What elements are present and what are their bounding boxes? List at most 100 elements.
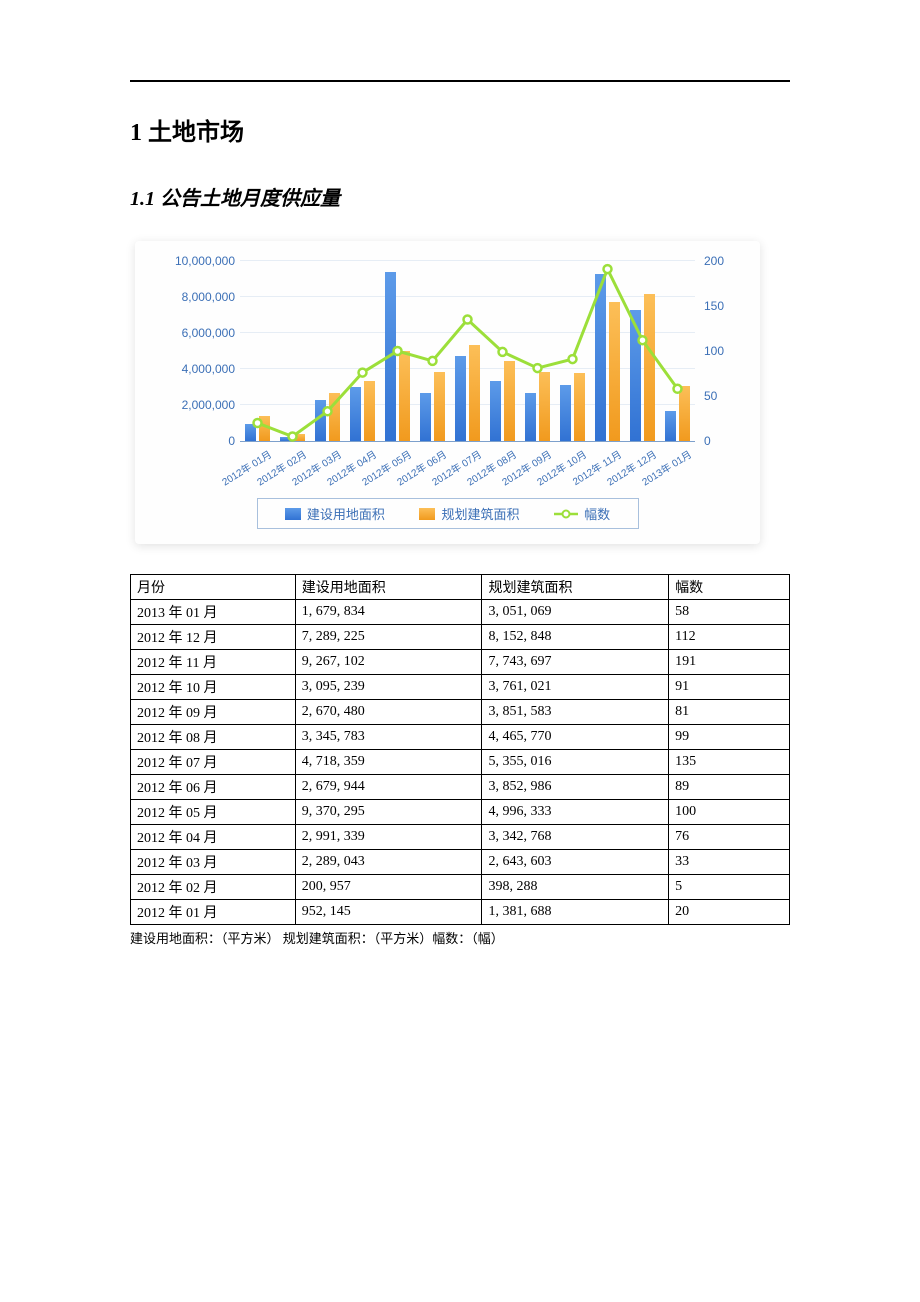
table-cell: 191 xyxy=(669,650,790,675)
x-axis-labels: 2012年 01月2012年 02月2012年 03月2012年 04月2012… xyxy=(240,441,695,486)
table-cell: 2012 年 11 月 xyxy=(131,650,296,675)
chart-panel: 02,000,0004,000,0006,000,0008,000,00010,… xyxy=(135,241,760,544)
line-overlay xyxy=(240,261,695,441)
table-cell: 3, 852, 986 xyxy=(482,775,669,800)
table-cell: 3, 345, 783 xyxy=(295,725,482,750)
legend-label-line: 幅数 xyxy=(584,504,610,523)
y-right-tick: 100 xyxy=(704,344,744,358)
y-axis-left: 02,000,0004,000,0006,000,0008,000,00010,… xyxy=(150,261,235,441)
table-header-cell: 建设用地面积 xyxy=(295,575,482,600)
swatch-blue-icon xyxy=(285,508,301,520)
table-cell: 3, 342, 768 xyxy=(482,825,669,850)
table-cell: 2012 年 06 月 xyxy=(131,775,296,800)
table-header-row: 月份建设用地面积规划建筑面积幅数 xyxy=(131,575,790,600)
y-right-tick: 50 xyxy=(704,389,744,403)
table-row: 2012 年 12 月7, 289, 2258, 152, 848112 xyxy=(131,625,790,650)
y-right-tick: 0 xyxy=(704,434,744,448)
table-cell: 2, 643, 603 xyxy=(482,850,669,875)
table-cell: 135 xyxy=(669,750,790,775)
legend: 建设用地面积 规划建筑面积 幅数 xyxy=(257,498,639,529)
footnote: 建设用地面积：（平方米） 规划建筑面积：（平方米）幅数：（幅） xyxy=(130,928,790,947)
y-left-tick: 0 xyxy=(150,434,235,448)
table-row: 2012 年 03 月2, 289, 0432, 643, 60333 xyxy=(131,850,790,875)
table-row: 2012 年 05 月9, 370, 2954, 996, 333100 xyxy=(131,800,790,825)
table-cell: 99 xyxy=(669,725,790,750)
table-cell: 2012 年 10 月 xyxy=(131,675,296,700)
table-cell: 9, 267, 102 xyxy=(295,650,482,675)
subsection-text: 公告土地月度供应量 xyxy=(160,188,340,210)
y-right-tick: 200 xyxy=(704,254,744,268)
page: 1 土地市场 1.1 公告土地月度供应量 02,000,0004,000,000… xyxy=(0,0,920,1302)
table-cell: 7, 743, 697 xyxy=(482,650,669,675)
table-cell: 3, 095, 239 xyxy=(295,675,482,700)
table-cell: 2, 991, 339 xyxy=(295,825,482,850)
table-cell: 8, 152, 848 xyxy=(482,625,669,650)
y-left-tick: 10,000,000 xyxy=(150,254,235,268)
table-header-cell: 月份 xyxy=(131,575,296,600)
table-cell: 91 xyxy=(669,675,790,700)
table-cell: 2, 670, 480 xyxy=(295,700,482,725)
swatch-line-icon xyxy=(554,509,578,519)
section-text: 土地市场 xyxy=(148,120,244,146)
table-cell: 3, 851, 583 xyxy=(482,700,669,725)
table-cell: 9, 370, 295 xyxy=(295,800,482,825)
table-cell: 2013 年 01 月 xyxy=(131,600,296,625)
table-body: 2013 年 01 月1, 679, 8343, 051, 069582012 … xyxy=(131,600,790,925)
table-cell: 2012 年 12 月 xyxy=(131,625,296,650)
legend-item-line: 幅数 xyxy=(554,504,610,523)
table-row: 2012 年 08 月3, 345, 7834, 465, 77099 xyxy=(131,725,790,750)
table-cell: 2, 289, 043 xyxy=(295,850,482,875)
table-row: 2012 年 04 月2, 991, 3393, 342, 76876 xyxy=(131,825,790,850)
y-left-tick: 6,000,000 xyxy=(150,326,235,340)
table-cell: 4, 465, 770 xyxy=(482,725,669,750)
table-cell: 33 xyxy=(669,850,790,875)
table-cell: 2012 年 01 月 xyxy=(131,900,296,925)
table-cell: 1, 381, 688 xyxy=(482,900,669,925)
table-cell: 7, 289, 225 xyxy=(295,625,482,650)
table-head: 月份建设用地面积规划建筑面积幅数 xyxy=(131,575,790,600)
y-left-tick: 8,000,000 xyxy=(150,290,235,304)
legend-item-bar2: 规划建筑面积 xyxy=(419,504,519,523)
table-cell: 3, 051, 069 xyxy=(482,600,669,625)
table-cell: 2012 年 07 月 xyxy=(131,750,296,775)
table-row: 2012 年 09 月2, 670, 4803, 851, 58381 xyxy=(131,700,790,725)
y-right-tick: 150 xyxy=(704,299,744,313)
table-cell: 2012 年 08 月 xyxy=(131,725,296,750)
top-rule xyxy=(130,80,790,82)
data-table: 月份建设用地面积规划建筑面积幅数 2013 年 01 月1, 679, 8343… xyxy=(130,574,790,925)
table-cell: 952, 145 xyxy=(295,900,482,925)
legend-item-bar1: 建设用地面积 xyxy=(285,504,385,523)
table-cell: 4, 996, 333 xyxy=(482,800,669,825)
table-cell: 76 xyxy=(669,825,790,850)
table-cell: 200, 957 xyxy=(295,875,482,900)
table-row: 2012 年 10 月3, 095, 2393, 761, 02191 xyxy=(131,675,790,700)
table-cell: 81 xyxy=(669,700,790,725)
table-row: 2012 年 01 月952, 1451, 381, 68820 xyxy=(131,900,790,925)
table-cell: 112 xyxy=(669,625,790,650)
table-row: 2012 年 02 月200, 957398, 2885 xyxy=(131,875,790,900)
y-left-tick: 2,000,000 xyxy=(150,398,235,412)
plot-area xyxy=(240,261,695,442)
table-row: 2013 年 01 月1, 679, 8343, 051, 06958 xyxy=(131,600,790,625)
legend-label-bar1: 建设用地面积 xyxy=(307,504,385,523)
table-cell: 5, 355, 016 xyxy=(482,750,669,775)
section-num: 1 xyxy=(130,120,142,146)
table-cell: 89 xyxy=(669,775,790,800)
table-cell: 2012 年 02 月 xyxy=(131,875,296,900)
table-cell: 2012 年 04 月 xyxy=(131,825,296,850)
table-cell: 4, 718, 359 xyxy=(295,750,482,775)
subsection-num: 1.1 xyxy=(130,188,155,210)
subsection-title: 1.1 公告土地月度供应量 xyxy=(130,182,790,211)
table-cell: 2, 679, 944 xyxy=(295,775,482,800)
table-header-cell: 规划建筑面积 xyxy=(482,575,669,600)
legend-label-bar2: 规划建筑面积 xyxy=(441,504,519,523)
table-header-cell: 幅数 xyxy=(669,575,790,600)
table-cell: 3, 761, 021 xyxy=(482,675,669,700)
table-cell: 100 xyxy=(669,800,790,825)
table-cell: 398, 288 xyxy=(482,875,669,900)
table-cell: 20 xyxy=(669,900,790,925)
chart-area: 02,000,0004,000,0006,000,0008,000,00010,… xyxy=(150,261,745,441)
y-axis-right: 050100150200 xyxy=(700,261,745,441)
table-cell: 5 xyxy=(669,875,790,900)
swatch-orange-icon xyxy=(419,508,435,520)
